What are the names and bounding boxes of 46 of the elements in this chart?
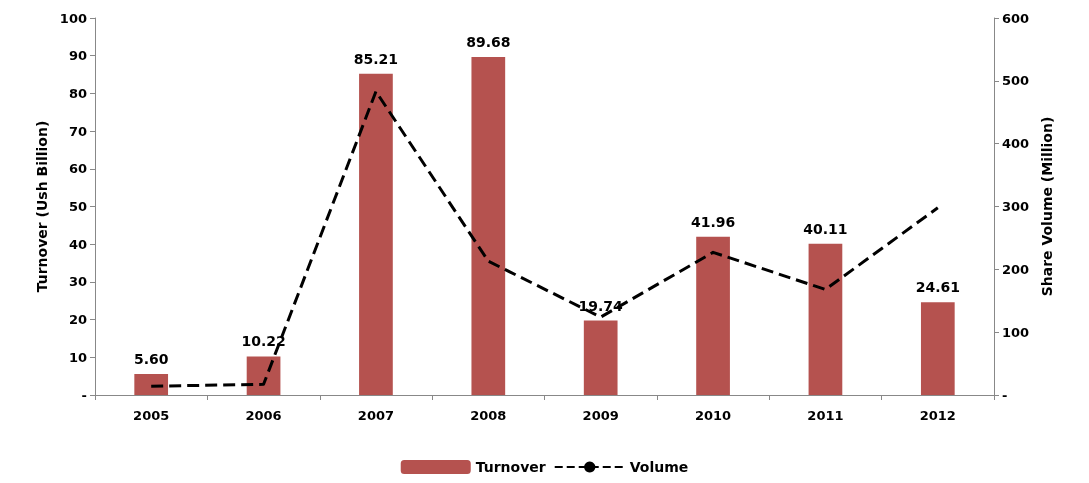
data-label: 24.61 <box>915 279 960 296</box>
x-tick-label: 2011 <box>807 408 844 423</box>
y-axis-title: Turnover (Ush Billion) <box>33 120 50 293</box>
y-tick-label: 100 <box>59 10 87 26</box>
bar <box>134 373 169 395</box>
y2-tick-label: 100 <box>1002 324 1030 340</box>
bar <box>246 356 281 395</box>
x-tick-label: 2009 <box>582 408 619 423</box>
bar <box>471 56 506 395</box>
legend-label: Volume <box>629 459 689 475</box>
y2-tick-label: - <box>1002 387 1008 403</box>
y2-tick-label: 400 <box>1002 136 1030 152</box>
x-tick-label: 2007 <box>357 408 395 423</box>
x-tick-label: 2005 <box>133 408 170 423</box>
y2-tick-label: 500 <box>1002 73 1030 89</box>
x-tick-label: 2008 <box>470 408 507 423</box>
data-label: 19.74 <box>578 297 624 314</box>
bar <box>808 243 843 395</box>
data-label: 85.21 <box>353 50 399 67</box>
bar <box>583 320 618 395</box>
bar <box>696 236 730 395</box>
y2-tick-label: 200 <box>1002 261 1030 277</box>
y2-tick-label: 300 <box>1002 199 1030 214</box>
bar <box>920 302 955 395</box>
data-label: 10.22 <box>241 333 286 350</box>
data-label: 41.96 <box>690 213 736 230</box>
x-tick-label: 2012 <box>919 408 956 423</box>
y-tick-label: 90 <box>68 48 87 64</box>
bar <box>359 73 393 395</box>
x-tick-label: 2006 <box>245 408 282 423</box>
y-tick-label: 10 <box>68 349 87 365</box>
y-tick-label: 50 <box>68 199 87 214</box>
x-tick-label: 2010 <box>694 408 732 423</box>
y2-axis-title: Share Volume (Million) <box>1039 116 1056 297</box>
y-tick-label: 60 <box>68 161 87 177</box>
y-tick-label: 40 <box>68 236 87 252</box>
y-tick-label: 70 <box>68 123 87 139</box>
y-tick-label: 80 <box>68 85 87 101</box>
legend-label: Turnover <box>475 459 546 475</box>
y-tick-label: 20 <box>68 312 87 328</box>
y2-tick-label: 600 <box>1002 10 1030 26</box>
data-label: 5.60 <box>133 350 169 367</box>
y-tick-label: 30 <box>68 274 87 290</box>
y-tick-label: - <box>81 387 87 403</box>
data-label: 40.11 <box>803 220 848 237</box>
data-label: 89.68 <box>466 33 511 50</box>
